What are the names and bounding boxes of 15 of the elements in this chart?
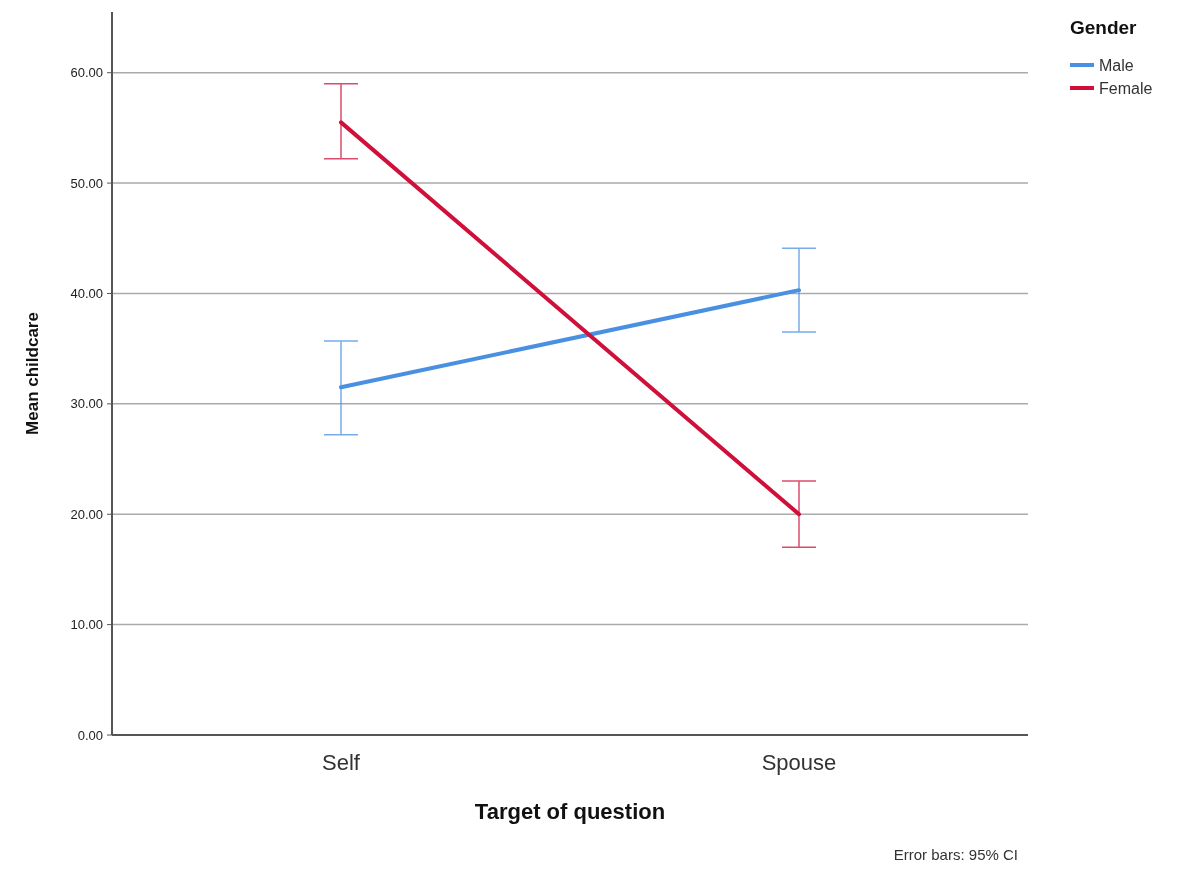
y-tick-label: 0.00 (77, 727, 103, 743)
y-tick-label: 40.00 (70, 286, 103, 302)
legend-label: Male (1099, 56, 1134, 74)
y-tick-label: 50.00 (70, 175, 103, 191)
legend-label: Female (1099, 79, 1153, 97)
y-tick-label: 30.00 (70, 396, 103, 412)
y-axis-title: Mean childcare (23, 312, 42, 435)
x-tick-label: Self (322, 750, 361, 775)
y-tick-label: 60.00 (70, 65, 103, 81)
x-axis-title: Target of question (474, 799, 666, 824)
text: Error bars: 95% CI (893, 846, 1018, 863)
y-tick-label: 20.00 (70, 506, 103, 522)
y-tick-label: 10.00 (70, 617, 103, 633)
x-tick-label: Spouse (761, 750, 837, 775)
legend-title: Gender (1070, 17, 1138, 38)
